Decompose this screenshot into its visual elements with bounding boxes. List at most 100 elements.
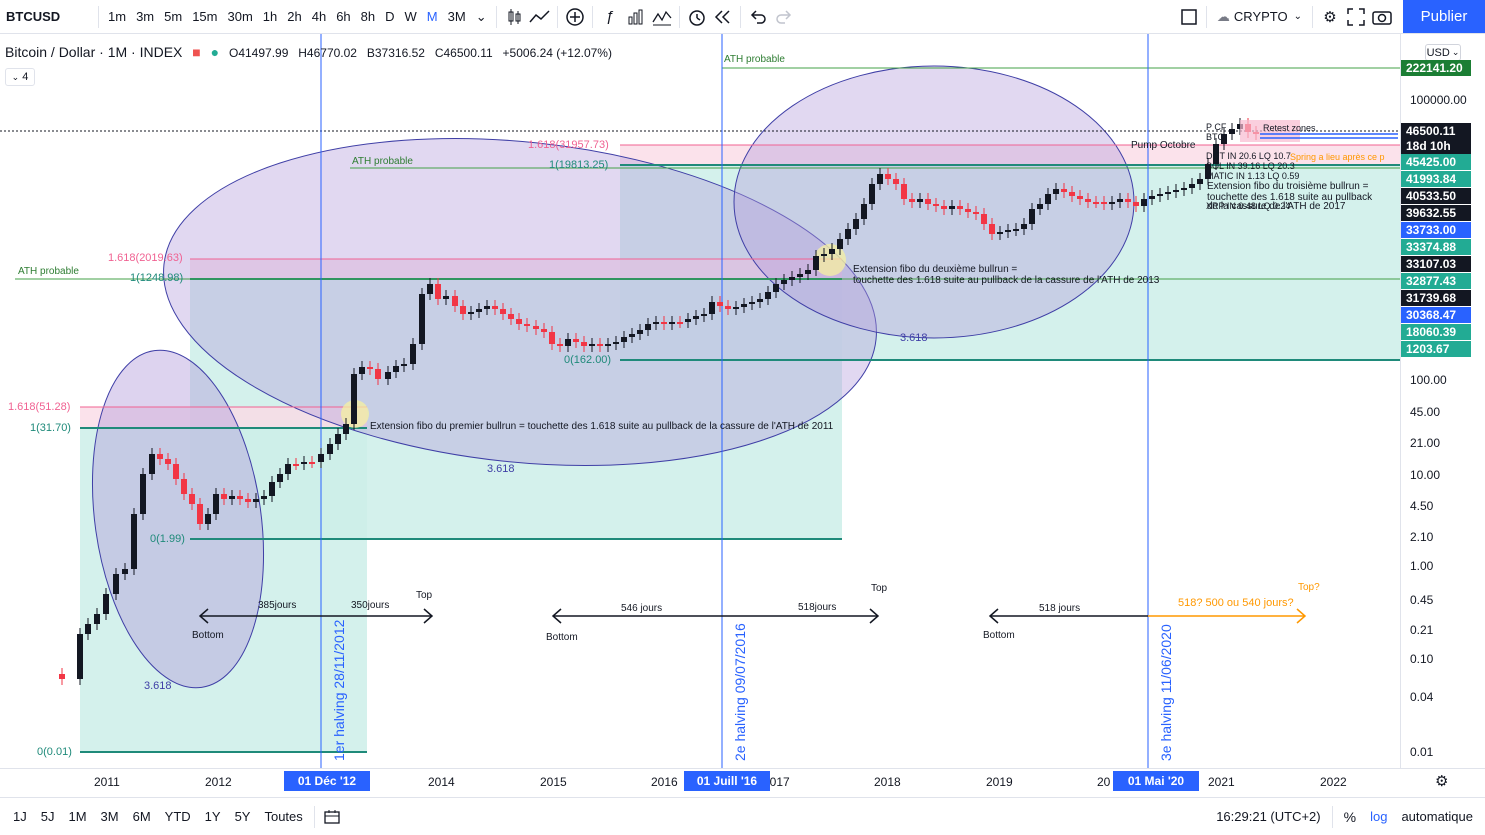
expand-icon[interactable] (1343, 4, 1369, 30)
timeframe-1h[interactable]: 1h (262, 8, 278, 24)
price-label: 30368.47 (1401, 307, 1471, 323)
bottom-toolbar: 1J 5J 1M 3M 6M YTD 1Y 5Y Toutes 16:29:21 (UTC+2)… (0, 797, 1485, 835)
candle-body (541, 329, 547, 332)
layout-selector[interactable]: ☁ CRYPTO ⌄ (1211, 9, 1308, 25)
fib3-one: 1(19813.25) (549, 159, 609, 171)
symbol-search[interactable]: BTCUSD (6, 9, 61, 24)
range-6m[interactable]: 6M (132, 809, 151, 824)
timeframe-6h[interactable]: 6h (336, 8, 351, 24)
fib1-ext: 3.618 (144, 680, 172, 692)
candle-body (781, 280, 787, 284)
cycle3-bottom: Bottom (983, 630, 1015, 641)
price-axis[interactable] (1400, 34, 1485, 768)
candle-body (1133, 202, 1139, 206)
auto-toggle[interactable]: automatique (1401, 809, 1473, 824)
log-toggle[interactable]: log (1370, 809, 1388, 824)
range-3m[interactable]: 3M (100, 809, 119, 824)
range-ytd[interactable]: YTD (164, 809, 191, 824)
candles-icon[interactable] (501, 4, 527, 30)
candle-body (401, 364, 407, 366)
candle-body (917, 199, 923, 202)
fib1-zero-low: 0(0.01) (37, 746, 72, 758)
timeframe-4h[interactable]: 4h (311, 8, 327, 24)
timeframe-3m[interactable]: 3m (136, 8, 155, 24)
timeframe-W[interactable]: W (404, 8, 417, 24)
legend-low: B37316.52 (366, 46, 425, 60)
divider (678, 5, 680, 28)
note-bullrun-2b: touchette des 1.618 suite au pullback de… (853, 275, 1160, 286)
timeframe-1m[interactable]: 1m (108, 8, 127, 24)
undo-icon[interactable] (745, 4, 771, 30)
fullscreen-square-icon[interactable] (1176, 4, 1202, 30)
divider (98, 5, 99, 28)
ellipse-cycle-1 (91, 349, 265, 689)
candle-body (1013, 229, 1019, 231)
range-1j[interactable]: 1J (13, 809, 27, 824)
timeframe-2h[interactable]: 2h (287, 8, 302, 24)
chevron-down-icon[interactable]: ⌄ (475, 8, 487, 24)
price-label: 46500.11 (1401, 123, 1471, 139)
side-text-7: Retest zones (1263, 123, 1316, 133)
indicator-toggle[interactable]: ⌄ 4 (5, 68, 35, 86)
timeframe-3M[interactable]: 3M (447, 8, 466, 24)
candle-body (221, 494, 227, 499)
candle-body (1125, 199, 1131, 202)
templates-icon[interactable] (649, 4, 675, 30)
price-label: 33733.00 (1401, 222, 1471, 238)
candle-body (829, 249, 835, 254)
range-1m[interactable]: 1M (68, 809, 87, 824)
alert-icon[interactable] (684, 4, 710, 30)
side-text-3: DOT IN 20.6 LQ 10.7 (1206, 151, 1291, 161)
price-tick: 0.04 (1410, 690, 1434, 704)
candle-body (565, 339, 571, 346)
range-5j[interactable]: 5J (40, 809, 55, 824)
candle-body (869, 184, 875, 204)
indicators-icon[interactable]: ƒ (605, 8, 614, 25)
timeframe-8h[interactable]: 8h (360, 8, 376, 24)
camera-icon[interactable] (1369, 4, 1395, 30)
clock[interactable]: 16:29:21 (UTC+2) (1216, 809, 1321, 824)
divider (591, 5, 593, 28)
date-range-icon[interactable] (319, 804, 345, 830)
timeframe-5m[interactable]: 5m (164, 8, 183, 24)
timeframe-M[interactable]: M (426, 8, 438, 24)
divider (1331, 805, 1333, 828)
candle-body (637, 330, 643, 334)
candle-body (885, 174, 891, 179)
replay-icon[interactable] (710, 4, 736, 30)
redo-icon[interactable] (771, 4, 797, 30)
time-axis[interactable] (0, 768, 1485, 797)
chart-pane[interactable]: ATH probable ATH probable ATH probable 1… (0, 34, 1400, 768)
range-toutes[interactable]: Toutes (264, 809, 303, 824)
candle-body (309, 462, 315, 464)
candle-body (343, 424, 349, 434)
candle-body (173, 464, 179, 479)
fib3-ext: 3.618 (900, 332, 928, 344)
currency-selector[interactable]: USD ⌄ (1425, 44, 1461, 61)
note-bullrun-1: Extension fibo du premier bullrun = touc… (370, 421, 834, 432)
candle-body (757, 299, 763, 302)
chart-canvas[interactable] (0, 34, 1400, 768)
gear-icon[interactable]: ⚙ (1435, 773, 1449, 790)
range-1y[interactable]: 1Y (204, 809, 221, 824)
timeframe-15m[interactable]: 15m (192, 8, 218, 24)
cycle1-days-a: 385jours (258, 600, 297, 611)
candle-body (419, 294, 425, 344)
legend-change: +5006.24 (+12.07%) (502, 46, 612, 60)
financials-icon[interactable] (623, 4, 649, 30)
timeframe-D[interactable]: D (385, 8, 395, 24)
candle-body (893, 179, 899, 184)
gear-icon[interactable]: ⚙ (1323, 8, 1337, 26)
add-compare-icon[interactable] (562, 4, 588, 30)
publish-button[interactable]: Publier (1403, 0, 1485, 33)
percent-toggle[interactable]: % (1343, 808, 1357, 825)
candle-body (1229, 129, 1235, 134)
candle-body (669, 322, 675, 324)
candle-body (581, 342, 587, 346)
cycle2-bottom: Bottom (546, 632, 578, 643)
timeframe-30m[interactable]: 30m (227, 8, 253, 24)
candle-body (677, 322, 683, 324)
line-chart-icon[interactable] (527, 4, 553, 30)
range-5y[interactable]: 5Y (234, 809, 251, 824)
ath-label-3: ATH probable (724, 54, 785, 65)
